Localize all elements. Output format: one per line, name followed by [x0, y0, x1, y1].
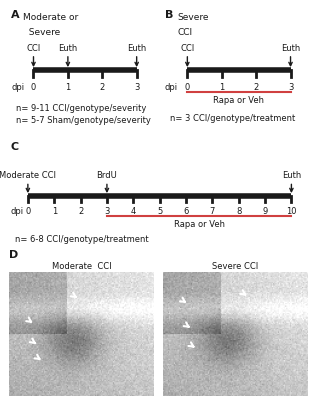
Text: 1: 1 — [219, 83, 225, 92]
Text: 3: 3 — [104, 208, 110, 216]
Text: 4: 4 — [131, 208, 136, 216]
Text: dpi: dpi — [11, 83, 24, 92]
Text: n= 5-7 Sham/genotype/severity: n= 5-7 Sham/genotype/severity — [16, 116, 151, 125]
Text: Moderate CCI: Moderate CCI — [0, 172, 57, 180]
Text: 2: 2 — [253, 83, 259, 92]
Title: Severe CCI: Severe CCI — [212, 262, 259, 271]
Text: 5: 5 — [157, 208, 162, 216]
Text: CCI: CCI — [177, 28, 192, 36]
Text: Euth: Euth — [281, 44, 300, 53]
Title: Moderate  CCI: Moderate CCI — [52, 262, 111, 271]
Text: Euth: Euth — [58, 44, 78, 53]
Text: CCI: CCI — [26, 44, 41, 53]
Text: BrdU: BrdU — [96, 172, 117, 180]
Text: 2: 2 — [78, 208, 83, 216]
Text: 0: 0 — [31, 83, 36, 92]
Text: Rapa or Veh: Rapa or Veh — [174, 220, 225, 229]
Text: dpi: dpi — [11, 208, 24, 216]
Text: 3: 3 — [288, 83, 293, 92]
Text: D: D — [9, 250, 19, 260]
Text: Rapa or Veh: Rapa or Veh — [214, 96, 264, 106]
Text: 6: 6 — [183, 208, 189, 216]
Text: 2: 2 — [100, 83, 105, 92]
Text: B: B — [165, 10, 173, 20]
Text: Euth: Euth — [127, 44, 146, 53]
Text: n= 3 CCI/genotype/treatment: n= 3 CCI/genotype/treatment — [170, 114, 295, 123]
Text: Severe: Severe — [177, 12, 208, 22]
Text: 1: 1 — [51, 208, 57, 216]
Text: n= 6-8 CCI/genotype/treatment: n= 6-8 CCI/genotype/treatment — [15, 236, 148, 244]
Text: 1: 1 — [65, 83, 71, 92]
Text: 3: 3 — [134, 83, 139, 92]
Text: 7: 7 — [210, 208, 215, 216]
Text: 10: 10 — [286, 208, 297, 216]
Text: Moderate or: Moderate or — [23, 12, 78, 22]
Text: A: A — [11, 10, 20, 20]
Text: dpi: dpi — [165, 83, 178, 92]
Text: Euth: Euth — [282, 172, 301, 180]
Text: 0: 0 — [185, 83, 190, 92]
Text: CCI: CCI — [180, 44, 194, 53]
Text: Severe: Severe — [23, 28, 60, 36]
Text: 8: 8 — [236, 208, 241, 216]
Text: n= 9-11 CCI/genotype/severity: n= 9-11 CCI/genotype/severity — [16, 104, 147, 114]
Text: 9: 9 — [263, 208, 268, 216]
Text: C: C — [11, 142, 19, 152]
Text: 0: 0 — [25, 208, 30, 216]
